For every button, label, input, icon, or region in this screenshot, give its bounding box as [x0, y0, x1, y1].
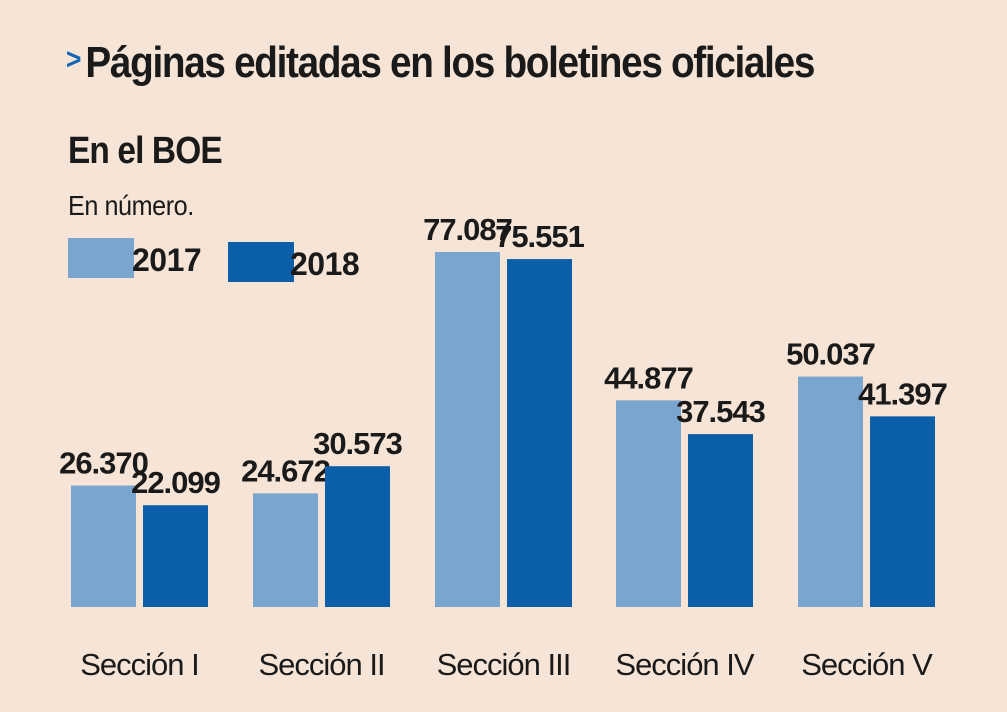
legend-label-2018: 2018	[290, 246, 360, 282]
bar-2018-5	[870, 416, 935, 607]
chart-title: > Páginas editadas en los boletines ofici…	[66, 38, 815, 88]
bar-2018-3	[507, 259, 572, 607]
legend-label-2017: 2017	[132, 242, 202, 278]
category-label-1: Sección I	[80, 647, 199, 682]
bar-2018-2	[325, 466, 390, 607]
bar-2017-3	[435, 252, 500, 607]
unit-note: En número.	[68, 190, 194, 221]
category-label-5: Sección V	[801, 647, 933, 682]
bar-2017-5	[798, 376, 863, 607]
legend-swatch-2018	[228, 242, 294, 282]
bar-2017-2	[253, 493, 318, 607]
data-label-2018-1: 22.099	[131, 465, 221, 500]
bar-2017-1	[71, 485, 136, 607]
chart-title-text: Páginas editadas en los boletines oficia…	[85, 38, 815, 87]
data-label-2017-5: 50.037	[786, 337, 875, 372]
data-label-2018-2: 30.573	[313, 426, 403, 461]
data-label-2018-5: 41.397	[858, 376, 947, 411]
data-label-2018-4: 37.543	[676, 394, 766, 429]
bar-2018-4	[688, 434, 753, 607]
category-label-3: Sección III	[437, 647, 571, 682]
legend-swatch-2017	[68, 238, 134, 278]
data-label-2018-3: 75.551	[495, 219, 585, 254]
data-label-2017-3: 77.087	[423, 212, 512, 247]
chart-subtitle: En el BOE	[68, 130, 223, 172]
category-label-4: Sección IV	[615, 647, 755, 682]
data-label-2017-1: 26.370	[59, 446, 148, 481]
bar-2018-1	[143, 505, 208, 607]
chevron-right-icon: >	[66, 43, 81, 76]
category-label-2: Sección II	[258, 647, 384, 682]
data-label-2017-4: 44.877	[604, 360, 693, 395]
data-label-2017-2: 24.672	[241, 453, 330, 488]
bar-2017-4	[616, 400, 681, 607]
